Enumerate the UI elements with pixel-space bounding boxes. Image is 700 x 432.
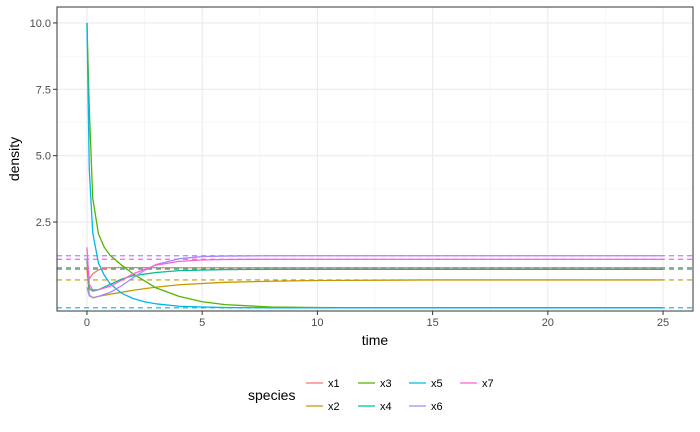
x-axis-title: time bbox=[362, 332, 389, 348]
y-tick-label: 7.5 bbox=[36, 84, 51, 96]
legend-item-x7: x7 bbox=[460, 378, 494, 390]
y-tick-label: 10.0 bbox=[30, 18, 51, 30]
legend-item-x1: x1 bbox=[306, 378, 340, 390]
series-line-x1 bbox=[86, 261, 664, 280]
legend-item-x6: x6 bbox=[409, 401, 443, 413]
legend-label-x6: x6 bbox=[431, 401, 443, 413]
y-tick-label: 5.0 bbox=[36, 151, 51, 163]
series-line-x5 bbox=[86, 22, 664, 309]
legend-item-x2: x2 bbox=[306, 401, 340, 413]
legend-label-x2: x2 bbox=[328, 401, 340, 413]
legend-item-x4: x4 bbox=[358, 401, 392, 413]
legend-label-x7: x7 bbox=[482, 378, 494, 390]
legend-label-x4: x4 bbox=[380, 401, 392, 413]
y-axis-title: density bbox=[6, 137, 22, 181]
legend-label-x5: x5 bbox=[431, 378, 443, 390]
legend-item-x3: x3 bbox=[358, 378, 392, 390]
x-axis: 0 5 10 15 20 25 bbox=[84, 311, 669, 329]
x-tick-label: 0 bbox=[84, 317, 90, 329]
x-tick-label: 15 bbox=[426, 317, 438, 329]
x-tick-label: 20 bbox=[542, 317, 554, 329]
legend-item-x5: x5 bbox=[409, 378, 443, 390]
panel-border bbox=[56, 6, 694, 312]
legend-label-x3: x3 bbox=[380, 378, 392, 390]
series-line-x7 bbox=[86, 247, 664, 291]
legend-label-x1: x1 bbox=[328, 378, 340, 390]
series-line-x6 bbox=[86, 255, 664, 299]
series-lines bbox=[86, 22, 664, 309]
y-tick-label: 2.5 bbox=[36, 217, 51, 229]
x-tick-label: 10 bbox=[311, 317, 323, 329]
y-axis: 2.5 5.0 7.5 10.0 bbox=[30, 18, 57, 229]
x-tick-label: 25 bbox=[657, 317, 669, 329]
x-tick-label: 5 bbox=[199, 317, 205, 329]
legend-title: species bbox=[248, 387, 295, 403]
legend: species x1 x2 x3 x4 x5 x6 x7 bbox=[248, 378, 494, 413]
